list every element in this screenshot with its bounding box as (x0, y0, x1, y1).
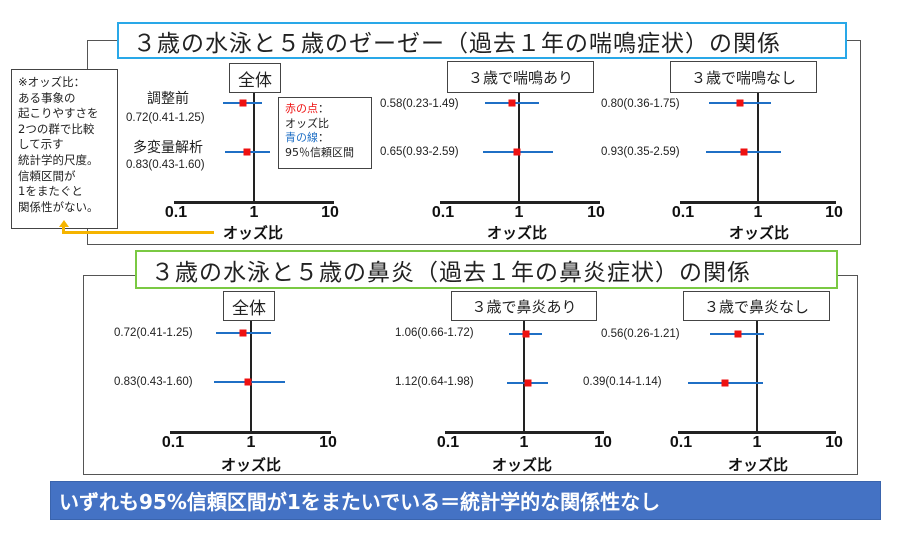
pointer-arrow-stem (62, 225, 65, 234)
tick-label: 10 (587, 204, 605, 221)
note-line: 起こりやすさを (18, 106, 99, 121)
reference-line (757, 92, 759, 202)
tick-label: 0.1 (431, 204, 455, 221)
reference-line (523, 320, 525, 432)
note-line: ある事象の (18, 90, 76, 105)
row-value: 0.83(0.43-1.60) (126, 159, 205, 171)
x-axis-label: オッズ比 (220, 456, 282, 474)
pointer-arrow-line (62, 231, 214, 234)
tick-label: 0.1 (669, 434, 693, 451)
row-value: 1.12(0.64-1.98) (395, 376, 474, 388)
legend-blue-desc: 95％信頼区間 (285, 145, 354, 159)
tick-label: 0.1 (164, 204, 188, 221)
row-value: 0.39(0.14-1.14) (583, 376, 662, 388)
row-value: 0.80(0.36-1.75) (601, 98, 680, 110)
odds-ratio-point (524, 379, 532, 387)
x-axis (445, 431, 604, 434)
reference-line (756, 320, 758, 432)
x-axis-label: オッズ比 (222, 224, 284, 242)
row-value: 1.06(0.66-1.72) (395, 327, 474, 339)
x-axis-label: オッズ比 (728, 224, 790, 242)
tick-label: 0.1 (671, 204, 695, 221)
row-value: 0.72(0.41-1.25) (126, 112, 205, 124)
row-value: 0.83(0.43-1.60) (114, 376, 193, 388)
panel-label: 全体 (229, 63, 281, 93)
conclusion-banner: いずれも95%信頼区間が1をまたいでいる＝統計学的な関係性なし (50, 481, 881, 520)
reference-line (253, 92, 255, 202)
odds-ratio-point (513, 148, 521, 156)
reference-line (250, 320, 252, 432)
x-axis (440, 201, 600, 204)
tick-label: 10 (825, 204, 843, 221)
panel-label: ３歳で鼻炎あり (451, 291, 597, 321)
x-axis (170, 431, 331, 434)
tick-label: 1 (752, 434, 762, 451)
odds-ratio-point (508, 99, 516, 107)
panel-label: ３歳で喘鳴あり (447, 61, 594, 93)
odds-ratio-point (243, 148, 251, 156)
row-label-multivariate: 多変量解析 (133, 140, 203, 156)
x-axis-label: オッズ比 (727, 456, 789, 474)
row-value: 0.65(0.93-2.59) (380, 146, 459, 158)
odds-ratio-point (239, 329, 247, 337)
panel-label: ３歳で鼻炎なし (683, 291, 830, 321)
row-value: 0.72(0.41-1.25) (114, 327, 193, 339)
tick-label: 10 (319, 434, 337, 451)
tick-label: 1 (519, 434, 529, 451)
pointer-arrow-head-icon (58, 220, 69, 227)
odds-ratio-point (239, 99, 247, 107)
x-axis (678, 431, 836, 434)
odds-ratio-point (734, 330, 742, 338)
tick-label: 1 (249, 204, 259, 221)
note-line: して示す (18, 137, 64, 152)
tick-label: 10 (825, 434, 843, 451)
legend-blue-label: 青の線 (285, 131, 318, 144)
legend-red-row: 赤の点： (285, 102, 329, 115)
tick-label: 10 (594, 434, 612, 451)
note-line: 1をまたぐと (18, 184, 83, 199)
tick-label: 10 (321, 204, 339, 221)
rhinitis-section-title: ３歳の水泳と５歳の鼻炎（過去１年の鼻炎症状）の関係 (135, 250, 838, 289)
odds-ratio-point (244, 378, 252, 386)
panel-label: ３歳で喘鳴なし (670, 61, 817, 93)
wheeze-section-title: ３歳の水泳と５歳のゼーゼー（過去１年の喘鳴症状）の関係 (117, 22, 847, 59)
tick-label: 1 (246, 434, 256, 451)
note-line: 関係性がない。 (18, 199, 99, 214)
tick-label: 0.1 (161, 434, 185, 451)
note-line: 統計学的尺度。 (18, 152, 99, 167)
panel-label: 全体 (223, 291, 275, 321)
note-line: 2つの群で比較 (18, 121, 95, 136)
odds-ratio-note: ※オッズ比： ある事象の 起こりやすさを 2つの群で比較 して示す 統計学的尺度… (11, 69, 118, 229)
row-label-unadjusted: 調整前 (147, 91, 189, 107)
legend-red-desc: オッズ比 (285, 116, 329, 130)
legend-red-label: 赤の点 (285, 102, 318, 115)
x-axis (174, 201, 334, 204)
legend-box: 赤の点： オッズ比 青の線： 95％信頼区間 (278, 97, 372, 169)
legend-blue-row: 青の線： (285, 131, 329, 144)
row-value: 0.58(0.23-1.49) (380, 98, 459, 110)
note-line: ※オッズ比： (18, 75, 86, 89)
row-value: 0.93(0.35-2.59) (601, 146, 680, 158)
x-axis-label: オッズ比 (486, 224, 548, 242)
tick-label: 1 (753, 204, 763, 221)
odds-ratio-point (522, 330, 530, 338)
note-line: 信頼区間が (18, 168, 76, 183)
reference-line (518, 92, 520, 202)
odds-ratio-point (721, 379, 729, 387)
row-value: 0.56(0.26-1.21) (601, 328, 680, 340)
odds-ratio-point (736, 99, 744, 107)
tick-label: 0.1 (436, 434, 460, 451)
tick-label: 1 (514, 204, 524, 221)
x-axis (680, 201, 836, 204)
odds-ratio-point (740, 148, 748, 156)
x-axis-label: オッズ比 (491, 456, 553, 474)
